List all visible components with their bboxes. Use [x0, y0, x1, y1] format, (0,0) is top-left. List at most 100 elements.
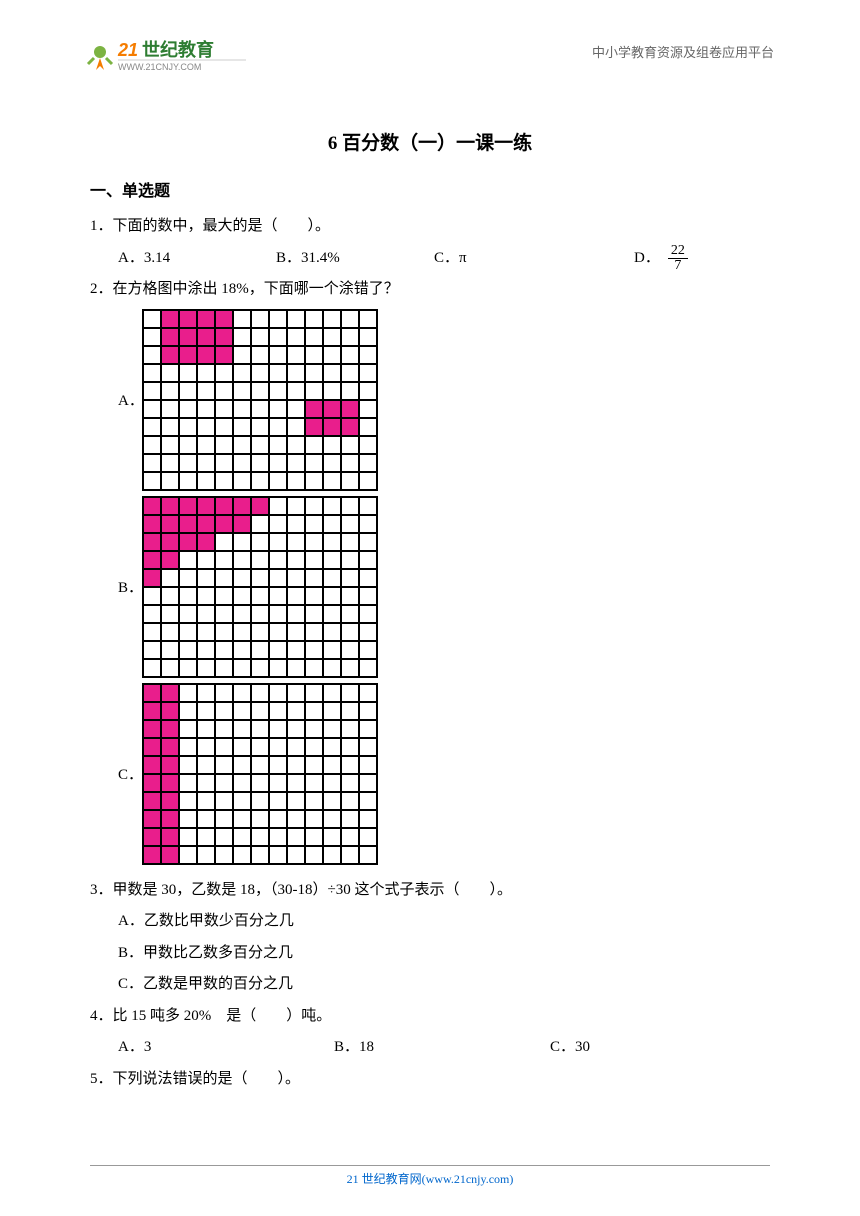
grid-cell	[269, 738, 287, 756]
grid-cell	[143, 659, 161, 677]
grid-cell	[215, 569, 233, 587]
grid-cell	[179, 364, 197, 382]
grid-cell	[359, 382, 377, 400]
grid-cell	[197, 400, 215, 418]
grid-cell	[251, 623, 269, 641]
grid-cell	[341, 472, 359, 490]
grid-cell	[161, 623, 179, 641]
grid-cell	[161, 310, 179, 328]
grid-cell	[305, 310, 323, 328]
grid-cell	[305, 702, 323, 720]
grid-cell	[143, 756, 161, 774]
grid-cell	[179, 792, 197, 810]
grid-cell	[161, 720, 179, 738]
grid-cell	[179, 810, 197, 828]
grid-cell	[179, 756, 197, 774]
grid-cell	[179, 497, 197, 515]
grid-cell	[215, 792, 233, 810]
grid-cell	[323, 738, 341, 756]
grid-cell	[161, 346, 179, 364]
grid-cell	[341, 454, 359, 472]
grid-cell	[269, 684, 287, 702]
grid-cell	[341, 497, 359, 515]
page-title: 6 百分数（一）一课一练	[90, 128, 770, 155]
grid-cell	[323, 533, 341, 551]
grid-cell	[161, 400, 179, 418]
grid-cell	[143, 720, 161, 738]
grid-cell	[215, 328, 233, 346]
grid-cell	[233, 641, 251, 659]
q2-option-c-row: C．	[90, 683, 770, 865]
grid-cell	[233, 533, 251, 551]
grid-cell	[359, 738, 377, 756]
grid-cell	[359, 310, 377, 328]
grid-cell	[143, 623, 161, 641]
grid-cell	[233, 623, 251, 641]
grid-cell	[287, 328, 305, 346]
grid-cell	[233, 738, 251, 756]
grid-cell	[215, 702, 233, 720]
grid-cell	[251, 774, 269, 792]
grid-cell	[161, 587, 179, 605]
grid-cell	[233, 702, 251, 720]
grid-cell	[269, 364, 287, 382]
grid-cell	[215, 684, 233, 702]
grid-cell	[143, 382, 161, 400]
grid-cell	[143, 328, 161, 346]
grid-cell	[143, 774, 161, 792]
svg-text:WWW.21CNJY.COM: WWW.21CNJY.COM	[118, 62, 201, 72]
grid-cell	[287, 310, 305, 328]
grid-cell	[305, 472, 323, 490]
grid-cell	[179, 515, 197, 533]
grid-cell	[143, 828, 161, 846]
grid-cell	[359, 846, 377, 864]
grid-cell	[323, 623, 341, 641]
grid-cell	[143, 515, 161, 533]
logo-svg: 21 世纪教育 WWW.21CNJY.COM	[86, 36, 256, 80]
grid-cell	[305, 720, 323, 738]
grid-cell	[179, 623, 197, 641]
grid-cell	[287, 605, 305, 623]
grid-cell	[269, 846, 287, 864]
logo: 21 世纪教育 WWW.21CNJY.COM	[86, 36, 256, 80]
grid-cell	[215, 846, 233, 864]
grid-cell	[341, 774, 359, 792]
grid-c	[142, 683, 378, 865]
grid-cell	[305, 756, 323, 774]
grid-cell	[359, 569, 377, 587]
grid-cell	[233, 684, 251, 702]
grid-cell	[179, 659, 197, 677]
grid-cell	[359, 515, 377, 533]
grid-cell	[323, 310, 341, 328]
grid-cell	[215, 738, 233, 756]
grid-cell	[233, 454, 251, 472]
grid-cell	[359, 828, 377, 846]
grid-cell	[215, 659, 233, 677]
content-area: 6 百分数（一）一课一练 一、单选题 1．下面的数中，最大的是（ ）。 A．3.…	[0, 80, 860, 1095]
grid-cell	[269, 810, 287, 828]
grid-cell	[179, 310, 197, 328]
grid-cell	[233, 472, 251, 490]
grid-cell	[251, 828, 269, 846]
grid-cell	[359, 436, 377, 454]
grid-cell	[359, 720, 377, 738]
grid-cell	[269, 774, 287, 792]
grid-cell	[323, 792, 341, 810]
grid-cell	[305, 738, 323, 756]
grid-cell	[233, 846, 251, 864]
grid-cell	[197, 418, 215, 436]
grid-cell	[197, 436, 215, 454]
q2-label-a: A．	[90, 389, 142, 410]
grid-cell	[359, 641, 377, 659]
grid-cell	[215, 364, 233, 382]
grid-cell	[341, 810, 359, 828]
grid-cell	[287, 623, 305, 641]
section-heading: 一、单选题	[90, 177, 770, 201]
grid-cell	[143, 400, 161, 418]
grid-cell	[341, 828, 359, 846]
grid-cell	[305, 846, 323, 864]
grid-cell	[197, 364, 215, 382]
grid-cell	[161, 738, 179, 756]
grid-cell	[269, 400, 287, 418]
grid-cell	[143, 738, 161, 756]
